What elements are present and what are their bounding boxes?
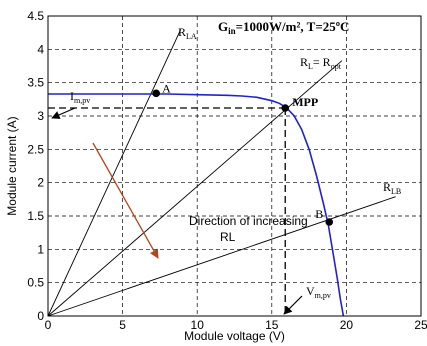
point-label-b: B [315,207,323,221]
y-tick-label: 2 [37,176,44,190]
load-line-0 [47,29,182,317]
y-tick-labels: 0 0.5 1 1.5 2 2.5 3 3.5 4 4.5 [27,9,44,323]
point-label-a: A [162,81,171,95]
load-line-label-opt: RL= Ropt [300,55,342,71]
x-tick-label: 25 [414,318,427,332]
x-tick-label: 5 [119,318,126,332]
x-tick-label: 20 [340,318,354,332]
condition-label: Gin=1000W/m², T=25ºC [218,19,349,36]
y-tick-label: 1.5 [27,209,44,223]
x-tick-label: 0 [45,318,52,332]
point-label-mpp: MPP [292,95,318,109]
direction-text-line1: Direction of increasing [189,214,308,228]
mpp-guide-lines [48,107,286,316]
grid-lines [48,16,421,316]
x-tick-label: 15 [265,318,279,332]
load-line-label-a: RLA [178,25,197,41]
plot-frame [47,15,422,317]
load-line-label-b: RLB [383,180,401,196]
impv-arrow [51,107,76,119]
y-tick-label: 4.5 [27,9,44,23]
impv-label: Im,pv [70,89,90,105]
point-b [325,218,334,226]
x-axis-label: Module voltage (V) [184,329,285,343]
y-tick-label: 2.5 [27,142,44,156]
y-axis-label: Module current (A) [5,116,19,215]
load-lines [47,29,396,317]
point-a [152,89,160,98]
x-tick-labels: 0 5 10 15 20 25 [45,318,427,332]
x-tick-label: 10 [191,318,205,332]
y-tick-label: 3.5 [27,76,44,90]
direction-text-line2: RL [220,230,236,244]
y-tick-label: 0 [37,309,44,323]
y-tick-label: 1 [37,242,44,256]
chart-annotations: Gin=1000W/m², T=25ºC RLA RL= Ropt RLB A MPP B I… [70,19,401,300]
iv-curve [48,93,345,317]
y-tick-label: 4 [37,42,44,56]
load-line-2 [47,196,396,317]
annotation-arrows [51,107,303,315]
y-tick-label: 3 [37,109,44,123]
operating-points [152,89,334,226]
point-mpp [281,104,290,112]
vmpv-arrow [283,295,303,315]
vmpv-label: Vm,pv [306,284,331,300]
y-tick-label: 0.5 [27,276,44,290]
direction-arrow [92,142,159,259]
load-line-1 [47,60,343,317]
